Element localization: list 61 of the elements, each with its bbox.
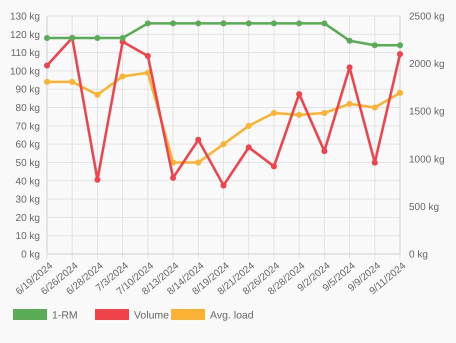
point (246, 20, 252, 26)
point (195, 20, 202, 26)
point (246, 144, 252, 150)
point (321, 20, 328, 26)
point (220, 182, 226, 188)
point (170, 20, 176, 26)
point (372, 104, 378, 111)
legend-label: Avg. load (210, 310, 254, 322)
point (296, 112, 302, 118)
y2-tick-label: 1500 kg (409, 106, 445, 118)
point (220, 141, 226, 148)
point (144, 52, 151, 59)
point (44, 34, 50, 41)
point (270, 163, 277, 170)
point (144, 20, 151, 26)
point (69, 78, 76, 85)
y2-tick-label: 500 kg (409, 202, 440, 213)
point (397, 90, 403, 96)
point (372, 160, 378, 166)
point (94, 176, 100, 183)
y-tick-label: 40 kg (16, 176, 40, 188)
y-tick-label: 100 kg (10, 66, 40, 78)
point (346, 38, 353, 44)
y-tick-label: 90 kg (16, 84, 40, 96)
point (195, 136, 202, 143)
point (120, 34, 126, 41)
y-tick-label: 0 kg (21, 250, 40, 260)
y-tick-label: 50 kg (16, 158, 40, 169)
point (270, 110, 277, 116)
point (397, 51, 403, 58)
y-tick-label: 60 kg (16, 140, 40, 151)
point (120, 73, 126, 80)
point (270, 20, 277, 26)
y-tick-label: 110 kg (10, 48, 40, 60)
point (346, 100, 353, 107)
y-tick-label: 20 kg (16, 212, 40, 224)
y-tick-label: 30 kg (16, 194, 40, 206)
legend-label: 1-RM (52, 310, 78, 322)
legend-label: Volume (134, 310, 170, 322)
point (94, 92, 100, 98)
point (44, 78, 50, 85)
point (372, 42, 378, 48)
point (346, 64, 353, 70)
point (94, 34, 100, 41)
y-tick-label: 130 kg (10, 12, 40, 22)
y-tick-label: 120 kg (10, 30, 40, 41)
point (220, 20, 226, 26)
point (397, 42, 403, 48)
point (44, 62, 50, 69)
y-tick-label: 70 kg (16, 121, 40, 132)
point (321, 110, 328, 116)
point (296, 20, 302, 26)
point (321, 148, 328, 154)
y-tick-label: 10 kg (16, 231, 40, 242)
y2-tick-label: 1000 kg (409, 154, 445, 166)
y2-tick-label: 2500 kg (409, 12, 445, 22)
point (195, 159, 202, 166)
y-tick-label: 80 kg (16, 103, 40, 114)
point (246, 122, 252, 129)
y2-tick-label: 2000 kg (409, 59, 445, 70)
y2-tick-label: 0 kg (409, 250, 428, 260)
